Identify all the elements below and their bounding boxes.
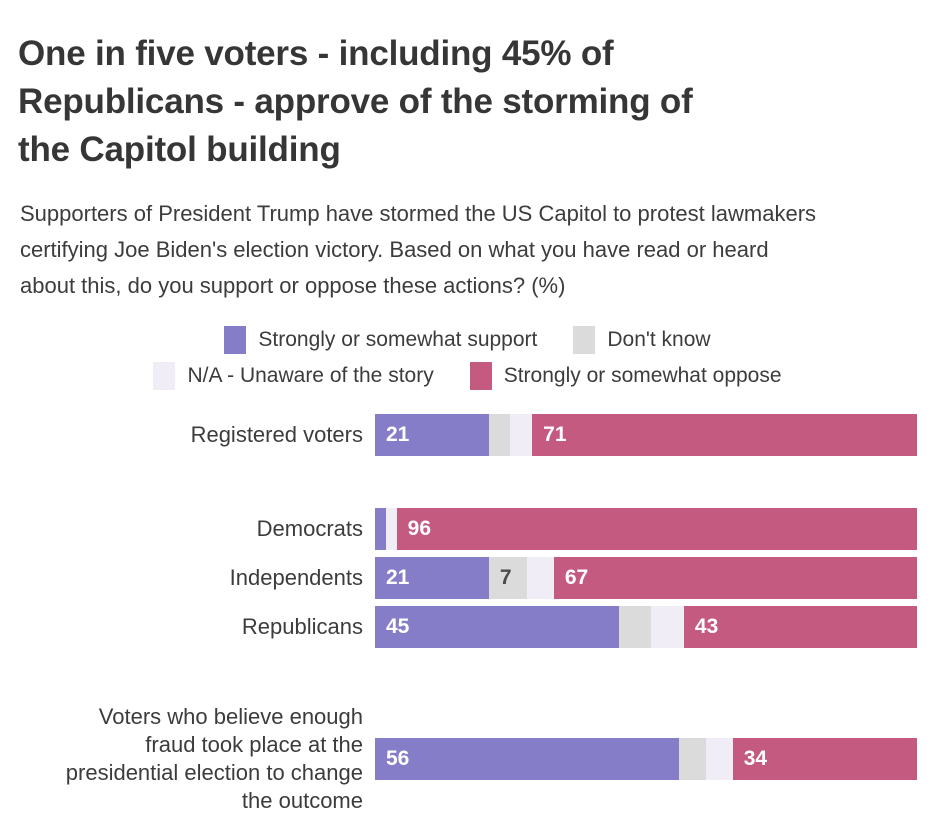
bar-value-label: 67 [564,566,589,589]
bar-segment-oppose: 71 [532,414,917,456]
row-label-line: the outcome [241,788,363,813]
legend-item-unaware: N/A - Unaware of the story [153,362,434,390]
bar-segment-dont_know [678,738,706,780]
chart-row: Registered voters 21 71 [18,414,917,456]
row-group-fraud: Voters who believe enough fraud took plac… [18,703,917,815]
stacked-bar: 21 71 [375,414,917,456]
row-group-overall: Registered voters 21 71 [18,414,917,456]
legend-swatch-unaware [153,362,176,390]
bar-segment-support: 21 [375,557,489,599]
bar-segment-support [375,508,386,550]
legend-row: Strongly or somewhat support Don't know [18,326,917,354]
bar-segment-dont_know: 7 [488,557,527,599]
bar-segment-oppose: 96 [396,508,917,550]
chart-legend: Strongly or somewhat support Don't know N… [18,326,917,390]
bar-segment-unaware [651,606,684,648]
bar-value-label: 96 [407,517,432,540]
stacked-bar: 96 [375,508,917,550]
legend-item-dont_know: Don't know [573,326,711,354]
chart-title-line: the Capitol building [18,130,341,169]
row-label: Independents [18,564,375,592]
legend-label: Don't know [607,328,711,351]
chart-subtitle-line: Supporters of President Trump have storm… [20,201,817,226]
bar-segment-unaware [705,738,733,780]
stacked-bar-chart: Registered voters 21 71 Democrats 96 Indepen… [18,414,917,815]
row-label: Voters who believe enough fraud took plac… [18,703,375,815]
chart-row: Independents 21 7 67 [18,557,917,599]
bar-segment-support: 56 [375,738,679,780]
chart-row: Democrats 96 [18,508,917,550]
chart-subtitle-line: about this, do you support or oppose the… [20,273,566,298]
legend-swatch-oppose [469,362,492,390]
bar-value-label: 56 [386,747,410,770]
chart-row: Voters who believe enough fraud took plac… [18,703,917,815]
bar-value-label: 21 [386,566,410,589]
legend-item-oppose: Strongly or somewhat oppose [469,362,782,390]
bar-value-label: 45 [386,615,410,638]
bar-value-label: 71 [543,423,567,446]
bar-segment-oppose: 67 [553,557,917,599]
chart-row: Republicans 45 43 [18,606,917,648]
chart-title-line: One in five voters - including 45% of [18,34,614,73]
row-label-line: Voters who believe enough [98,704,363,729]
bar-segment-unaware [510,414,533,456]
bar-segment-support: 21 [375,414,489,456]
row-label-line: Democrats [256,516,363,541]
stacked-bar: 45 43 [375,606,917,648]
chart-title-line: Republicans - approve of the storming of [18,82,693,121]
chart-title: One in five voters - including 45% of Re… [18,30,917,174]
row-label-line: Republicans [241,614,363,639]
row-group-party: Democrats 96 Independents 21 7 67 Republicans 4… [18,508,917,648]
bar-segment-dont_know [618,606,652,648]
row-label-line: presidential election to change [65,760,363,785]
bar-segment-oppose: 43 [683,606,917,648]
bar-value-label: 43 [694,615,719,638]
bar-segment-unaware [385,508,397,550]
bar-value-label: 21 [386,423,410,446]
stacked-bar: 21 7 67 [375,557,917,599]
row-label-line: fraud took place at the [145,732,363,757]
legend-item-support: Strongly or somewhat support [224,326,537,354]
bar-value-label: 34 [743,747,768,770]
row-label-line: Registered voters [190,422,363,447]
legend-label: Strongly or somewhat support [258,328,538,351]
bar-segment-dont_know [488,414,511,456]
chart-subtitle: Supporters of President Trump have storm… [20,196,917,304]
bar-segment-unaware [526,557,554,599]
stacked-bar: 56 34 [375,738,917,780]
row-label: Republicans [18,613,375,641]
legend-row: N/A - Unaware of the story Strongly or so… [18,362,917,390]
bar-segment-oppose: 34 [732,738,917,780]
chart-subtitle-line: certifying Joe Biden's election victory.… [20,237,769,262]
row-label-line: Independents [229,565,363,590]
legend-label: N/A - Unaware of the story [187,364,434,387]
bar-value-label: 7 [499,566,512,589]
legend-swatch-support [224,326,247,354]
legend-label: Strongly or somewhat oppose [503,364,782,387]
legend-swatch-dont_know [573,326,596,354]
row-label: Democrats [18,515,375,543]
bar-segment-support: 45 [375,606,619,648]
row-label: Registered voters [18,421,375,449]
